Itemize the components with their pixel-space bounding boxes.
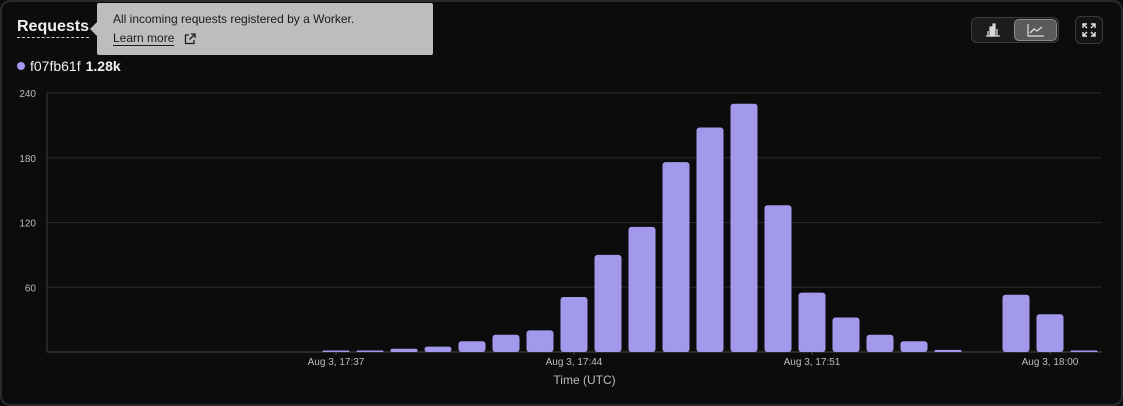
bar[interactable] (1002, 294, 1030, 352)
y-tick-label: 60 (25, 283, 37, 294)
legend-total: 1.28k (85, 58, 121, 74)
bar[interactable] (594, 254, 622, 352)
learn-more-link[interactable]: Learn more (113, 31, 175, 46)
legend: f07fb61f 1.28k (17, 58, 121, 74)
bar[interactable] (322, 350, 350, 353)
info-tooltip: All incoming requests registered by a Wo… (90, 3, 433, 55)
bar[interactable] (458, 341, 486, 352)
bar[interactable] (424, 346, 452, 352)
x-tick-label: Aug 3, 18:00 (1022, 357, 1079, 368)
bar[interactable] (696, 127, 724, 353)
expand-icon (1082, 23, 1096, 37)
bar[interactable] (730, 103, 758, 353)
bar[interactable] (866, 334, 894, 352)
bar[interactable] (798, 292, 826, 352)
legend-series-name: f07fb61f (30, 58, 81, 74)
line-chart-button[interactable] (1014, 19, 1057, 41)
x-tick-label: Aug 3, 17:51 (784, 357, 841, 368)
bar[interactable] (1070, 350, 1098, 353)
bar[interactable] (526, 330, 554, 352)
tooltip-text: All incoming requests registered by a Wo… (113, 12, 355, 26)
bar[interactable] (900, 341, 928, 352)
bar[interactable] (390, 348, 418, 352)
line-chart-icon (1026, 24, 1044, 37)
x-axis-title: Time (UTC) (553, 373, 615, 387)
legend-swatch (17, 62, 25, 70)
y-tick-label: 240 (19, 89, 36, 100)
external-link-icon (184, 33, 196, 48)
y-tick-label: 120 (19, 219, 36, 230)
bar-chart-button[interactable] (972, 18, 1013, 42)
bar[interactable] (1036, 314, 1064, 352)
bar[interactable] (662, 162, 690, 352)
bar[interactable] (934, 349, 962, 352)
x-tick-label: Aug 3, 17:44 (546, 357, 603, 368)
chart-type-toggle (971, 17, 1059, 43)
chart-title[interactable]: Requests (17, 18, 90, 38)
bar[interactable] (356, 350, 384, 353)
bar[interactable] (560, 296, 588, 352)
bar[interactable] (628, 226, 656, 352)
fullscreen-button[interactable] (1075, 16, 1103, 44)
bar[interactable] (832, 317, 860, 352)
x-tick-label: Aug 3, 17:37 (308, 357, 365, 368)
y-tick-label: 180 (19, 154, 36, 165)
bar[interactable] (764, 205, 792, 352)
bar[interactable] (492, 334, 520, 352)
bar-chart-icon (985, 23, 1000, 37)
